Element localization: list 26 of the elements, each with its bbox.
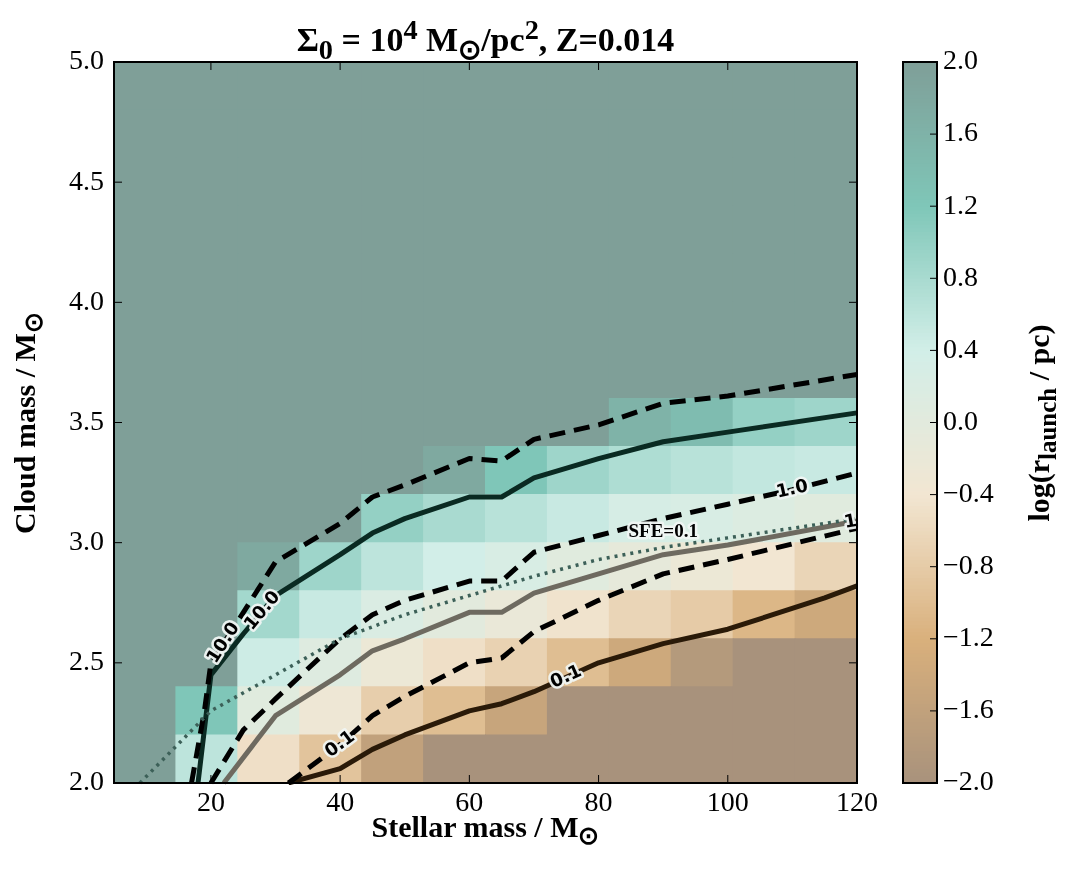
chart-title: Σ$_{0}$ = 10$^{4}$ M$_{⊙}$/pc$^{2}$, Z=0.014: [296, 14, 675, 66]
color-bar-label: 0.8: [943, 260, 978, 292]
color-bar-label: 2.0: [943, 44, 978, 76]
annotation: 1: [842, 508, 859, 532]
color-bar-label: −0.4: [943, 476, 994, 508]
color-bar-label: −2.0: [943, 765, 994, 797]
x-tick-label: 40: [326, 786, 355, 818]
y-tick-label: 4.5: [69, 164, 104, 196]
color-bar-label: −1.2: [943, 621, 994, 653]
x-tick-label: 100: [706, 786, 749, 818]
x-tick-label: 20: [196, 786, 225, 818]
annotation: SFE=0.1: [628, 520, 698, 542]
color-bar-label: 0.0: [943, 404, 978, 436]
color-bar-label: 1.2: [943, 188, 978, 220]
y-tick-label: 3.5: [69, 404, 104, 436]
y-tick-label: 5.0: [69, 44, 104, 76]
color-bar-label: −1.6: [943, 693, 994, 725]
color-bar-label: 0.4: [943, 332, 978, 364]
y-tick-label: 2.5: [69, 645, 104, 677]
y-tick-label: 2.0: [69, 765, 104, 797]
y-tick-label: 3.0: [69, 525, 104, 557]
annotation: 0.1: [546, 659, 585, 692]
y-tick-label: 4.0: [69, 284, 104, 316]
color-bar-label: 1.6: [943, 116, 978, 148]
x-tick-label: 120: [836, 786, 878, 818]
color-bar-label: −0.8: [943, 549, 994, 581]
